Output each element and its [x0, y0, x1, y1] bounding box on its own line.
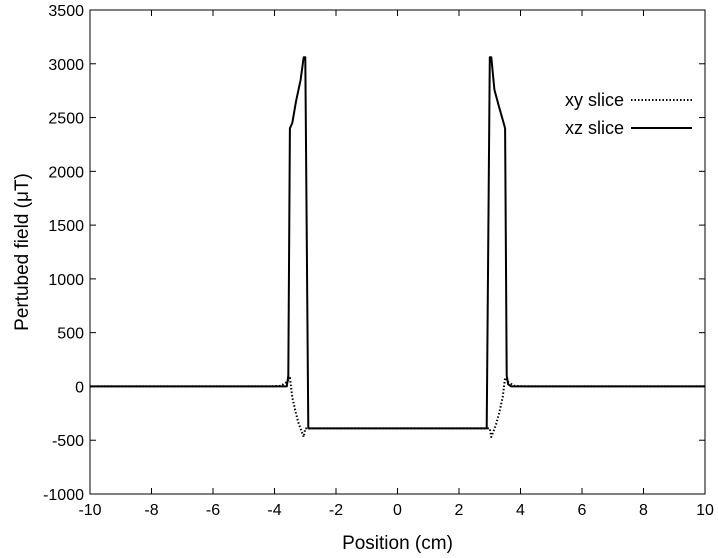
- x-tick-label: 4: [516, 502, 525, 519]
- y-tick-label: 0: [75, 379, 84, 396]
- x-tick-label: 2: [455, 502, 464, 519]
- x-tick-label: 10: [696, 502, 714, 519]
- y-tick-label: 3500: [48, 3, 84, 20]
- x-axis: -10 -8 -6 -4 -2 0 2 4 6 8 10: [78, 10, 714, 519]
- x-tick-label: -6: [206, 502, 220, 519]
- y-axis: -1000 -500 0 500 1000 1500 2000 2500 3000 3500: [43, 3, 705, 504]
- y-tick-label: 1500: [48, 218, 84, 235]
- x-tick-label: -4: [267, 502, 281, 519]
- legend-label: xy slice: [565, 90, 624, 110]
- x-tick-label: 0: [393, 502, 402, 519]
- x-tick-label: -2: [329, 502, 343, 519]
- y-axis-label: Pertubed field (μT): [12, 173, 33, 331]
- y-tick-label: -500: [52, 433, 84, 450]
- x-tick-label: -10: [78, 502, 101, 519]
- x-tick-label: 6: [578, 502, 587, 519]
- x-axis-label: Position (cm): [342, 533, 453, 554]
- plot-area: [90, 56, 705, 438]
- plot-frame: [89, 9, 706, 495]
- y-tick-label: 1000: [48, 272, 84, 289]
- y-tick-label: 2500: [48, 111, 84, 128]
- x-tick-label: 8: [639, 502, 648, 519]
- legend: xy slice xz slice: [565, 90, 692, 138]
- series-line-xz-slice: [90, 56, 705, 430]
- y-tick-label: -1000: [43, 487, 84, 504]
- legend-label: xz slice: [565, 118, 624, 138]
- x-tick-label: -8: [144, 502, 158, 519]
- y-tick-label: 500: [57, 326, 84, 343]
- y-tick-label: 3000: [48, 57, 84, 74]
- y-tick-label: 2000: [48, 164, 84, 181]
